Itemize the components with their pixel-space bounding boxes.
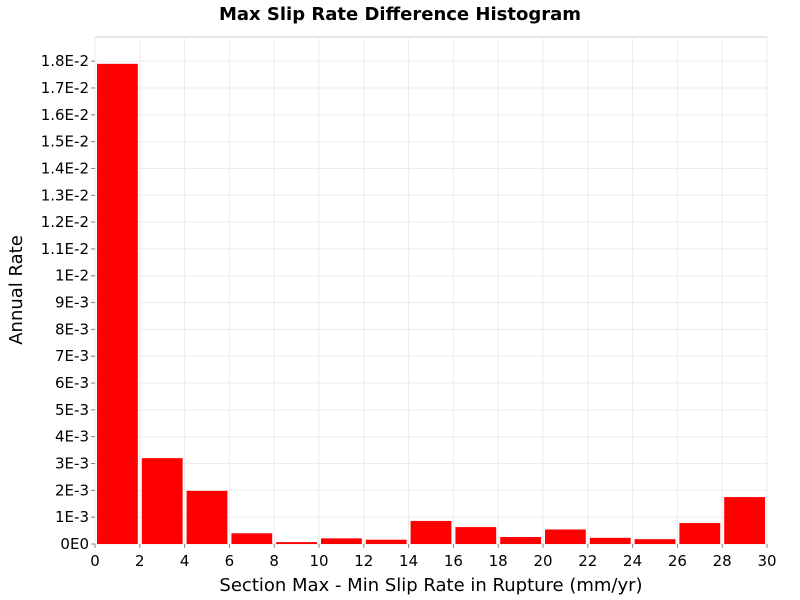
y-tick-label: 1.3E-2 (41, 186, 89, 204)
x-tick-label: 18 (489, 552, 508, 570)
histogram-bar (410, 520, 452, 544)
y-tick-label: 5E-3 (55, 401, 89, 419)
histogram-bar (589, 537, 631, 544)
x-axis-ticks: 0 2 4 6 8 10 12 14 16 18 20 22 24 26 28 30 (90, 544, 777, 570)
y-tick-label: 4E-3 (55, 428, 89, 446)
x-tick-label: 2 (135, 552, 145, 570)
y-tick-label: 2E-3 (55, 481, 89, 499)
x-tick-label: 22 (578, 552, 597, 570)
y-axis-ticks: 0E0 1E-3 2E-3 3E-3 4E-3 5E-3 6E-3 7E-3 8E-3 9E-3 1… (41, 52, 95, 553)
histogram-bar (500, 537, 541, 544)
histogram-bar (276, 542, 317, 544)
x-tick-label: 12 (354, 552, 373, 570)
bars-group (97, 63, 765, 544)
histogram-bar (545, 529, 586, 544)
y-tick-label: 1E-2 (55, 267, 89, 285)
histogram-bar (141, 458, 183, 544)
y-tick-label: 1.7E-2 (41, 79, 89, 97)
chart-title: Max Slip Rate Difference Histogram (219, 4, 581, 25)
histogram-bar (365, 539, 407, 544)
x-tick-label: 26 (668, 552, 687, 570)
x-tick-label: 0 (90, 552, 100, 570)
y-tick-label: 0E0 (60, 535, 89, 553)
x-tick-label: 14 (399, 552, 418, 570)
y-tick-label: 6E-3 (55, 374, 89, 392)
y-tick-label: 1E-3 (55, 508, 89, 526)
x-tick-label: 16 (444, 552, 463, 570)
y-tick-label: 1.5E-2 (41, 133, 89, 151)
y-tick-label: 9E-3 (55, 294, 89, 312)
histogram-bar (455, 527, 497, 544)
x-tick-label: 4 (180, 552, 190, 570)
y-tick-label: 3E-3 (55, 455, 89, 473)
y-tick-label: 1.2E-2 (41, 213, 89, 231)
histogram-bar (634, 539, 676, 544)
y-tick-label: 7E-3 (55, 347, 89, 365)
x-tick-label: 30 (757, 552, 776, 570)
histogram-bar (186, 490, 228, 544)
histogram-bar (724, 497, 765, 544)
y-tick-label: 1.8E-2 (41, 52, 89, 70)
x-tick-label: 8 (269, 552, 279, 570)
x-tick-label: 20 (533, 552, 552, 570)
x-tick-label: 10 (309, 552, 328, 570)
x-tick-label: 6 (225, 552, 235, 570)
y-axis-label: Annual Rate (6, 235, 27, 345)
y-tick-label: 1.4E-2 (41, 159, 89, 177)
y-tick-label: 1.1E-2 (41, 240, 89, 258)
histogram-bar (679, 523, 721, 544)
grid-lines (94, 37, 768, 545)
histogram-bar (97, 63, 138, 544)
x-axis-label: Section Max - Min Slip Rate in Rupture (… (219, 575, 642, 596)
histogram-bar (231, 533, 273, 544)
x-tick-label: 24 (623, 552, 642, 570)
y-tick-label: 8E-3 (55, 320, 89, 338)
x-tick-label: 28 (713, 552, 732, 570)
histogram-bar (321, 538, 362, 544)
y-tick-label: 1.6E-2 (41, 106, 89, 124)
plot-area (94, 36, 768, 545)
